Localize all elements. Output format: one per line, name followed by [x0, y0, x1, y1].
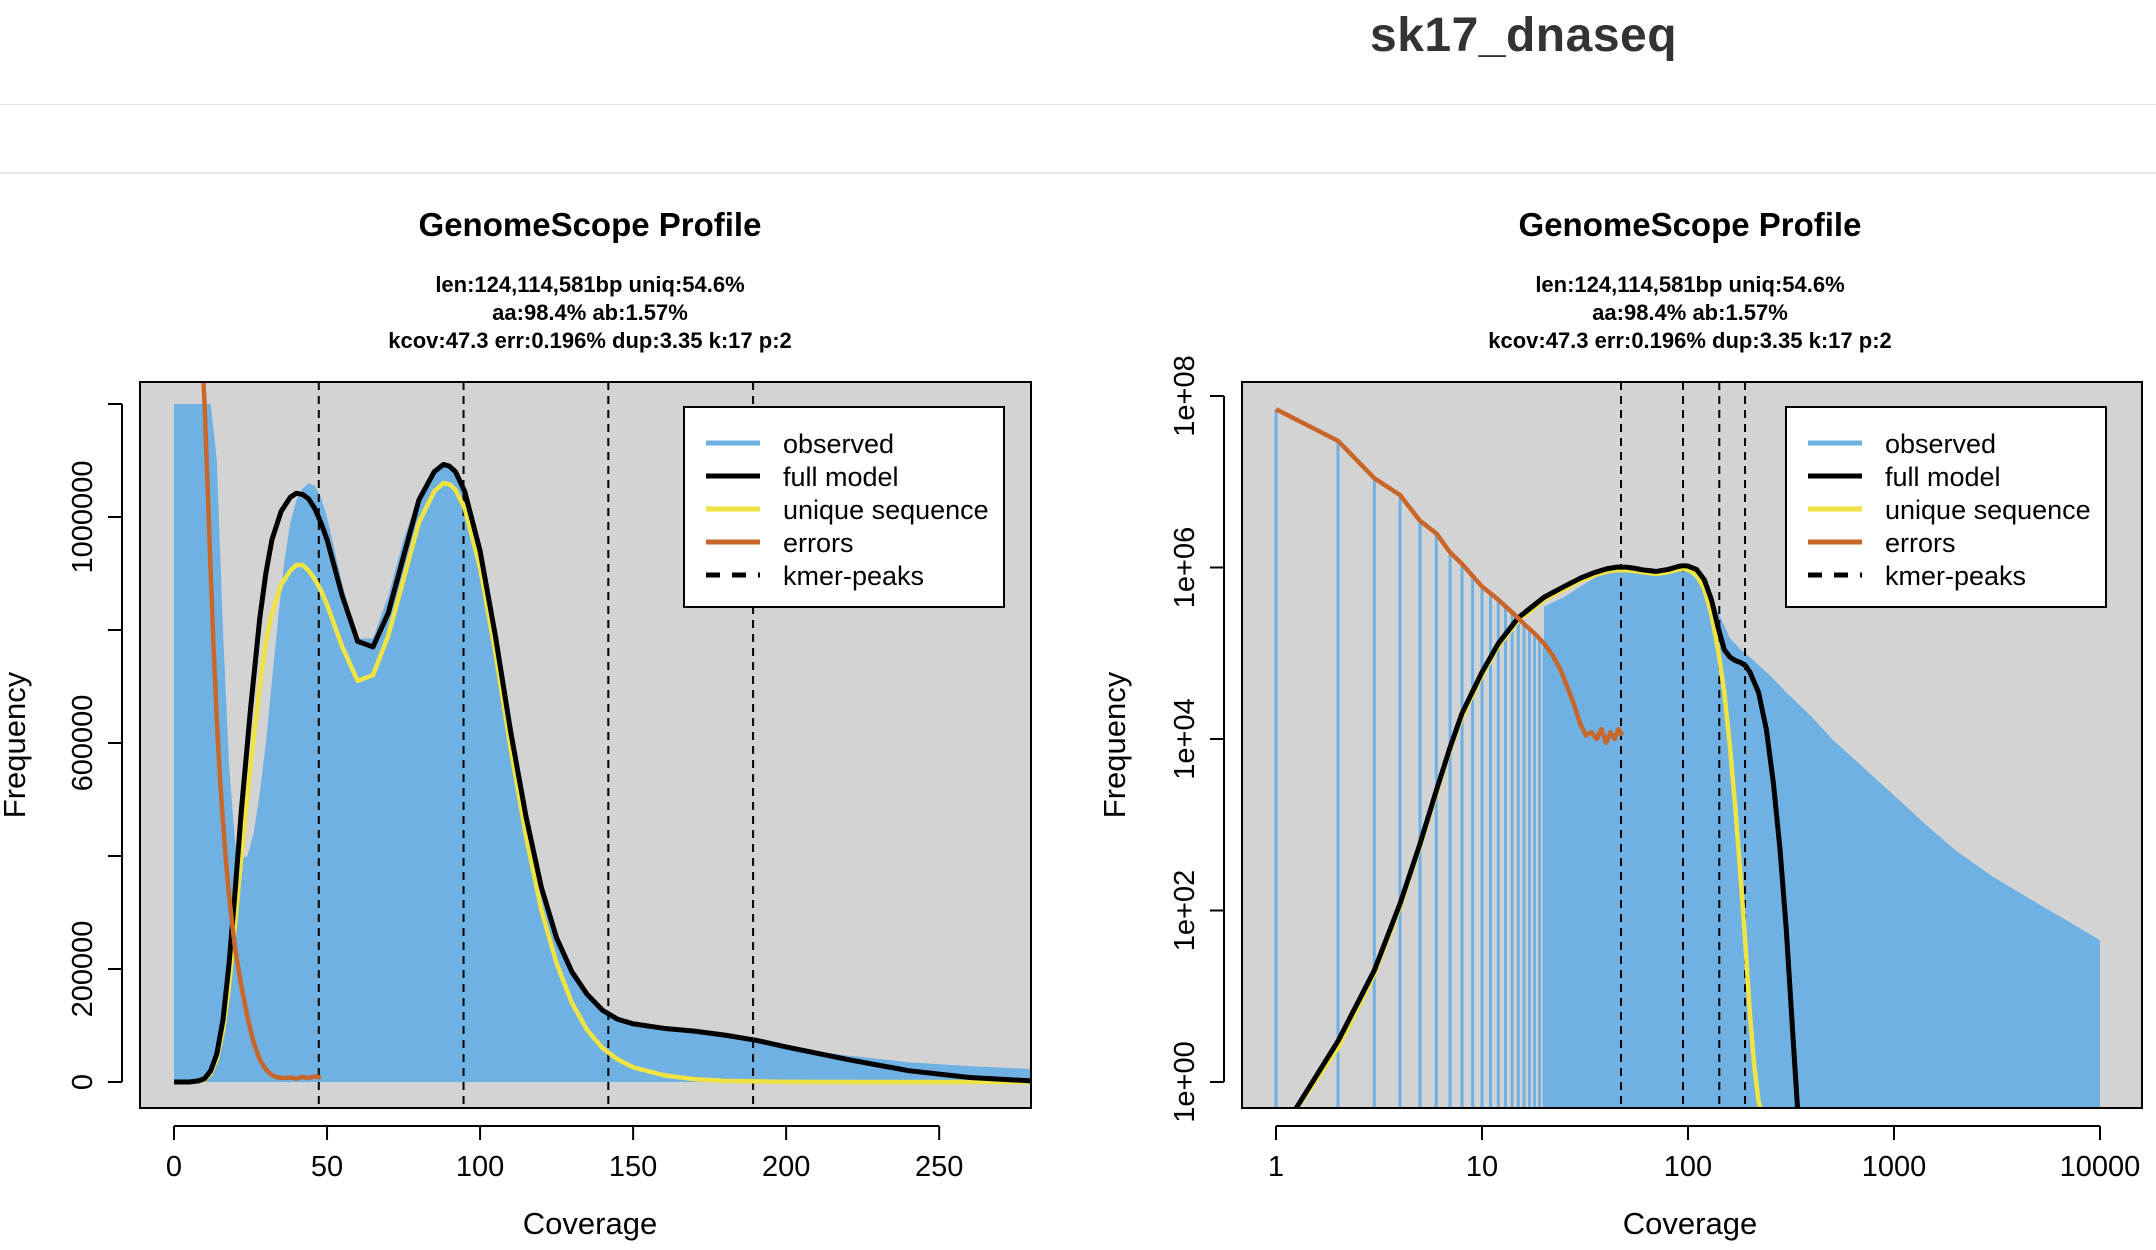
x-tick-label: 10000 — [2060, 1151, 2141, 1183]
legend-label: errors — [1885, 528, 1956, 558]
plot-frame — [139, 381, 1032, 1109]
y-axis-label: Frequency — [1097, 671, 1132, 818]
legend-label: unique sequence — [1885, 495, 2091, 525]
y-tick-label: 200000 — [67, 921, 99, 1018]
series-observed — [174, 404, 1031, 1082]
legend-label: full model — [783, 462, 899, 492]
x-tick-label: 200 — [762, 1151, 810, 1183]
x-tick-label: 1 — [1268, 1151, 1284, 1183]
stats-line-1: len:124,114,581bp uniq:54.6% — [435, 272, 744, 297]
series-errors — [201, 382, 322, 1081]
stats-line-3: kcov:47.3 err:0.196% dup:3.35 k:17 p:2 — [388, 328, 792, 353]
legend-label: observed — [783, 429, 894, 459]
y-tick-label: 1e+06 — [1169, 527, 1201, 608]
x-tick-label: 50 — [311, 1151, 343, 1183]
y-tick-label: 1e+08 — [1169, 355, 1201, 436]
series-full-model — [174, 461, 1031, 1085]
legend-label: unique sequence — [783, 495, 989, 525]
series-unique-sequence — [174, 480, 1031, 1085]
legend-label: kmer-peaks — [1885, 561, 2026, 591]
y-tick-label: 1000000 — [67, 461, 99, 574]
page-title: sk17_dnaseq — [1370, 9, 1678, 62]
y-tick-label: 600000 — [67, 695, 99, 792]
chart-title: GenomeScope Profile — [419, 206, 762, 243]
stats-line-2: aa:98.4% ab:1.57% — [1592, 300, 1788, 325]
legend-label: errors — [783, 528, 854, 558]
plot-area — [1274, 382, 2100, 1108]
series-full-model — [1293, 563, 1801, 1108]
stats-line-3: kcov:47.3 err:0.196% dup:3.35 k:17 p:2 — [1488, 328, 1892, 353]
series-errors — [1274, 407, 1625, 746]
x-tick-label: 250 — [915, 1151, 963, 1183]
legend-label: observed — [1885, 429, 1996, 459]
page-header: sk17_dnaseq — [0, 0, 2156, 106]
plot-area — [174, 382, 1031, 1108]
y-tick-label: 1e+04 — [1169, 698, 1201, 779]
x-tick-label: 0 — [166, 1151, 182, 1183]
y-tick-label: 0 — [67, 1074, 99, 1090]
y-axis-label: Frequency — [0, 671, 32, 818]
divider-band — [0, 105, 2156, 171]
stats-line-1: len:124,114,581bp uniq:54.6% — [1535, 272, 1844, 297]
plot-frame — [1241, 381, 2143, 1109]
x-tick-label: 10 — [1466, 1151, 1498, 1183]
x-tick-label: 100 — [456, 1151, 504, 1183]
chart-title: GenomeScope Profile — [1519, 206, 1862, 243]
x-tick-label: 150 — [609, 1151, 657, 1183]
x-tick-label: 100 — [1664, 1151, 1712, 1183]
x-axis-label: Coverage — [1623, 1206, 1757, 1241]
legend-label: full model — [1885, 462, 2001, 492]
y-tick-label: 1e+02 — [1169, 870, 1201, 951]
stats-line-2: aa:98.4% ab:1.57% — [492, 300, 688, 325]
x-tick-label: 1000 — [1862, 1151, 1927, 1183]
x-axis-label: Coverage — [523, 1206, 657, 1241]
y-tick-label: 1e+00 — [1169, 1041, 1201, 1122]
legend-label: kmer-peaks — [783, 561, 924, 591]
